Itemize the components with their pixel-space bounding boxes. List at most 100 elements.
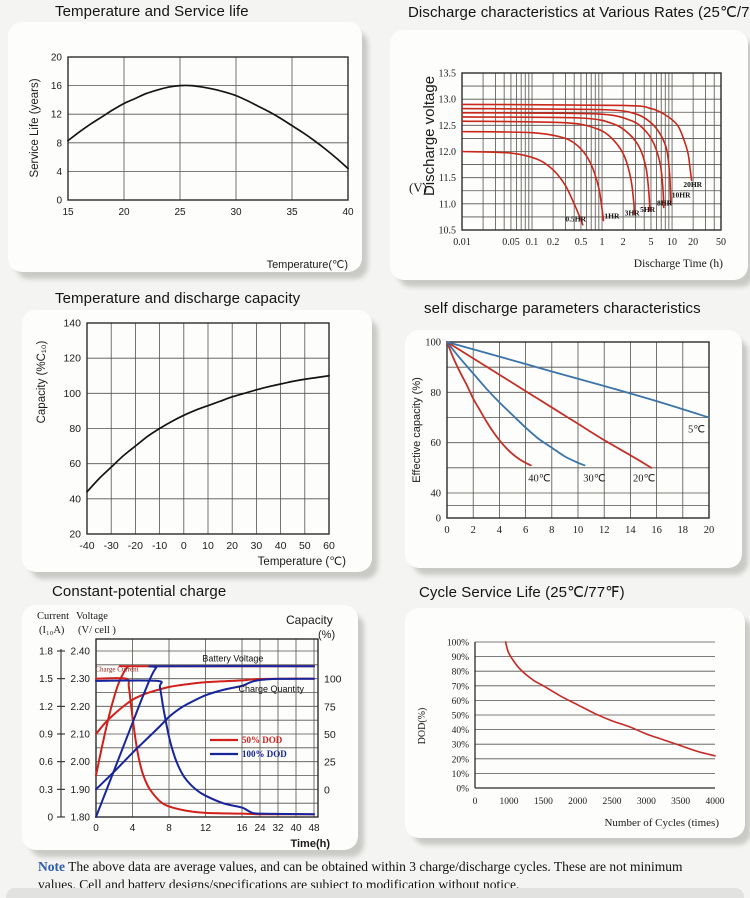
svg-text:2.10: 2.10 [71,730,91,741]
svg-text:3000: 3000 [637,797,656,807]
svg-text:0%: 0% [456,785,469,795]
svg-text:4: 4 [56,167,62,178]
svg-text:0: 0 [473,797,478,807]
note-label: Note [38,859,65,874]
svg-text:24: 24 [254,823,266,834]
svg-text:20%: 20% [452,755,470,765]
chart-card-cycle-service-life: 0 1000 1500 2000 2500 3000 3500 4000 0% 10% 20% 30%… [405,608,745,838]
svg-text:12.0: 12.0 [439,147,457,158]
chart-title-cycle-service-life: Cycle Service Life (25℃/77℉) [419,584,625,601]
svg-text:50% DOD: 50% DOD [242,735,283,745]
svg-text:0: 0 [56,196,62,207]
svg-text:100: 100 [425,338,441,349]
svg-text:0: 0 [47,813,53,824]
svg-text:20℃: 20℃ [633,474,656,485]
svg-text:2500: 2500 [603,797,622,807]
svg-text:40: 40 [290,823,302,834]
svg-text:30: 30 [251,540,263,552]
svg-text:25: 25 [324,757,336,769]
svg-text:20: 20 [704,525,715,536]
svg-text:12: 12 [200,823,212,834]
svg-text:35: 35 [286,207,298,218]
svg-text:100% DOD: 100% DOD [242,749,287,759]
svg-text:8: 8 [166,823,172,834]
svg-text:Current: Current [37,611,69,622]
svg-text:1.80: 1.80 [71,813,91,824]
chart-card-temp-discharge-capacity: -40 -30 -20 -10 0 10 20 30 40 50 60 20 40 60 80 100 120 1… [22,310,372,572]
svg-text:12: 12 [599,525,610,536]
chart-title-discharge-rates: Discharge characteristics at Various Rat… [408,4,750,21]
chart-title-temp-discharge-capacity: Temperature and discharge capacity [55,290,301,307]
svg-text:120: 120 [63,353,81,365]
svg-text:30℃: 30℃ [583,474,606,485]
svg-text:2000: 2000 [568,797,587,807]
svg-text:Number of Cycles (times): Number of Cycles (times) [604,817,719,829]
svg-text:Charge Current: Charge Current [95,665,138,673]
svg-text:16: 16 [651,525,662,536]
svg-text:100%: 100% [447,639,469,649]
svg-text:11.0: 11.0 [439,199,456,210]
svg-text:60: 60 [431,438,442,449]
svg-text:(V/ cell ): (V/ cell ) [78,625,116,636]
chart-title-temp-service-life: Temperature and Service life [55,3,249,20]
svg-text:Capacity: Capacity [286,613,333,627]
chart-card-constant-potential: 0 0.3 0.6 0.9 1.2 1.5 1.8 0 25 50 75 100 0 4 8 12 16 24 32… [22,605,358,850]
svg-text:12: 12 [51,110,63,121]
svg-text:48: 48 [308,823,320,834]
svg-text:1.8: 1.8 [39,647,53,658]
cycle-service-life-plot: 0 1000 1500 2000 2500 3000 3500 4000 0% 10% 20% 30%… [417,639,725,830]
svg-text:Temperature(℃): Temperature(℃) [267,259,348,271]
svg-text:3500: 3500 [671,797,690,807]
svg-text:50%: 50% [452,712,470,722]
svg-text:0.9: 0.9 [39,730,53,741]
svg-text:20: 20 [118,207,130,218]
svg-text:90%: 90% [452,653,470,663]
svg-text:12.5: 12.5 [439,121,457,132]
svg-text:4: 4 [497,525,503,536]
svg-text:75: 75 [324,701,336,713]
svg-text:0.1: 0.1 [526,237,539,248]
svg-text:8: 8 [549,525,554,536]
svg-text:Charge Quantity: Charge Quantity [238,684,304,694]
svg-text:80%: 80% [452,668,470,678]
svg-text:4: 4 [130,823,136,834]
svg-text:Discharge Time (h): Discharge Time (h) [634,258,723,270]
svg-text:10: 10 [667,237,677,248]
svg-text:30: 30 [230,207,242,218]
svg-text:0.3: 0.3 [39,785,53,796]
svg-text:5HR: 5HR [640,205,656,214]
svg-text:40: 40 [275,540,287,552]
svg-text:80: 80 [69,423,81,435]
svg-text:Capacity (%C₁₀): Capacity (%C₁₀) [36,340,48,423]
svg-text:Battery Voltage: Battery Voltage [202,654,263,664]
svg-text:Time(h): Time(h) [290,838,330,850]
svg-text:0.2: 0.2 [547,237,560,248]
svg-text:0: 0 [181,540,187,552]
svg-text:2: 2 [471,525,476,536]
temp-discharge-capacity-plot: -40 -30 -20 -10 0 10 20 30 40 50 60 20 40 60 80 100 120 1… [36,318,346,569]
svg-text:1.90: 1.90 [71,785,91,796]
svg-text:Discharge voltage: Discharge voltage [421,76,438,196]
svg-text:1.5: 1.5 [39,674,53,685]
svg-text:100: 100 [324,674,342,686]
svg-text:20: 20 [226,540,238,552]
svg-text:20: 20 [69,529,81,541]
chart-card-temp-service-life: 15 20 25 30 35 40 0 4 8 12 16 20 Temperature(℃) Servi… [8,22,362,272]
svg-text:16: 16 [51,81,63,92]
svg-text:60%: 60% [452,697,470,707]
svg-text:14: 14 [625,525,636,536]
svg-text:Temperature (℃): Temperature (℃) [258,556,346,568]
self-discharge-plot: 0 2 4 6 8 10 12 14 16 18 20 100 80 60 40 0 40℃ 30℃ 20℃ 5℃ Ef… [411,338,715,537]
svg-text:70%: 70% [452,682,470,692]
svg-text:6: 6 [523,525,528,536]
svg-text:1500: 1500 [534,797,553,807]
svg-text:3HR: 3HR [625,208,641,217]
svg-text:(V): (V) [409,180,427,195]
svg-text:40℃: 40℃ [528,474,551,485]
svg-text:Effective capacity (%): Effective capacity (%) [411,377,423,483]
svg-text:2: 2 [621,237,626,248]
svg-text:50: 50 [716,237,726,248]
svg-text:10.5: 10.5 [439,226,457,237]
svg-text:25: 25 [174,207,186,218]
temp-service-life-plot: 15 20 25 30 35 40 0 4 8 12 16 20 Temperature(℃) Servi… [29,53,354,272]
